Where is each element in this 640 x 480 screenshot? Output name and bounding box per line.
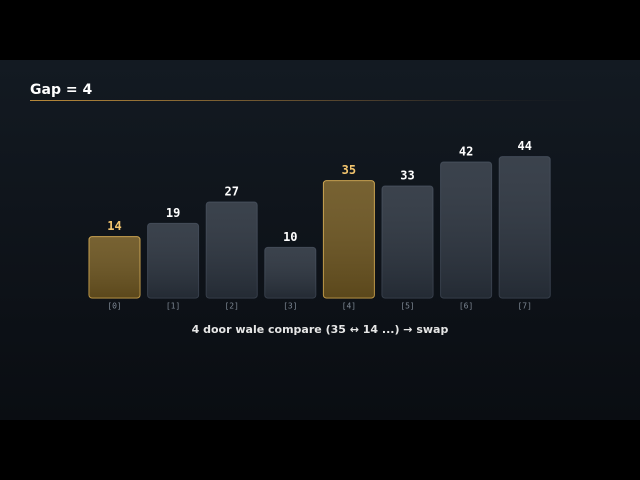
- bar: [264, 246, 317, 299]
- x-tick-label: [3]: [283, 302, 297, 311]
- x-tick-label: [5]: [400, 302, 414, 311]
- bar: [322, 180, 375, 299]
- x-tick-label: [7]: [517, 302, 531, 311]
- value-label: 35: [342, 163, 356, 177]
- x-tick-label: [2]: [224, 302, 238, 311]
- bar: [498, 156, 551, 299]
- bar: [147, 222, 200, 299]
- x-tick-label: [4]: [342, 302, 356, 311]
- value-label: 10: [283, 230, 297, 244]
- x-tick-label: [6]: [459, 302, 473, 311]
- value-label: 33: [400, 168, 414, 182]
- bar: [440, 161, 493, 299]
- chart-title: Gap = 4: [30, 82, 92, 98]
- bar: [88, 236, 141, 299]
- value-label: 19: [166, 206, 180, 220]
- x-tick-label: [1]: [166, 302, 180, 311]
- bar: [381, 185, 434, 299]
- bar: [205, 201, 258, 299]
- value-label: 14: [107, 219, 121, 233]
- value-label: 44: [517, 139, 531, 153]
- x-tick-label: [0]: [107, 302, 121, 311]
- title-rule: [30, 100, 600, 101]
- value-label: 42: [459, 144, 473, 158]
- caption: 4 door wale compare (35 ↔ 14 ...) → swap: [192, 323, 449, 336]
- value-label: 27: [224, 184, 238, 198]
